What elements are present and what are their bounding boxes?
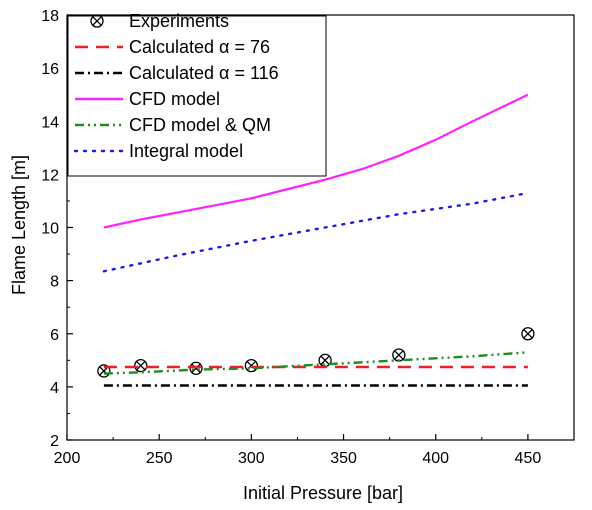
series-line-integral-model	[102, 191, 530, 273]
marker-cross	[191, 363, 201, 373]
legend-label-integral-model: Integral model	[129, 141, 243, 161]
series-line-cfd-model-qm	[103, 351, 528, 375]
marker-cross	[136, 360, 146, 371]
marker-circle	[97, 364, 111, 378]
marker-cross	[92, 16, 102, 26]
y-tick-label: 4	[50, 380, 59, 397]
x-tick-label: 300	[238, 450, 265, 467]
marker-cross	[320, 355, 330, 365]
y-tick-label: 6	[50, 327, 59, 344]
y-tick-label: 12	[41, 167, 59, 184]
x-tick-label: 350	[330, 450, 357, 467]
series-line-cfd-model	[103, 93, 529, 229]
legend: Experiments Calculated α = 76 Calculated α…	[67, 11, 327, 177]
legend-box	[67, 15, 327, 177]
marker-circle	[134, 358, 148, 373]
y-tick-label: 10	[41, 221, 59, 238]
y-tick-label: 2	[50, 433, 59, 450]
marker-circle	[244, 358, 259, 373]
marker-cross	[394, 350, 404, 360]
experiment-marker	[90, 14, 104, 28]
x-tick-label: 250	[146, 450, 173, 467]
series-layer	[97, 93, 535, 387]
x-tick-label: 200	[54, 450, 81, 467]
series-experiments	[97, 327, 535, 378]
legend-label-cfd-model: CFD model	[129, 89, 220, 109]
marker-circle	[189, 361, 203, 375]
y-tick-label: 16	[41, 61, 59, 78]
marker-circle	[521, 327, 535, 341]
x-tick-label: 450	[515, 450, 542, 467]
y-tick-label: 8	[50, 274, 59, 291]
marker-circle	[90, 14, 104, 28]
x-axis-title: Initial Pressure [bar]	[243, 483, 403, 503]
axis-ticks: 200 250 300 350 400 450 2 4 6 8 10 12 14 16 18	[41, 8, 541, 467]
legend-label-calculated-116: Calculated α = 116	[129, 63, 279, 83]
legend-label-calculated-76: Calculated α = 76	[129, 37, 270, 57]
y-axis-title: Flame Length [m]	[9, 155, 29, 295]
experiment-marker	[189, 361, 203, 375]
x-tick-label: 400	[422, 450, 449, 467]
y-tick-label: 18	[41, 8, 59, 25]
experiment-marker	[134, 358, 148, 373]
experiment-marker	[244, 358, 259, 373]
y-tick-label: 14	[41, 114, 59, 131]
legend-label-experiments: Experiments	[129, 11, 229, 31]
legend-label-cfd-model-qm: CFD model & QM	[129, 115, 271, 135]
marker-cross	[523, 329, 533, 339]
experiment-marker	[521, 327, 535, 341]
